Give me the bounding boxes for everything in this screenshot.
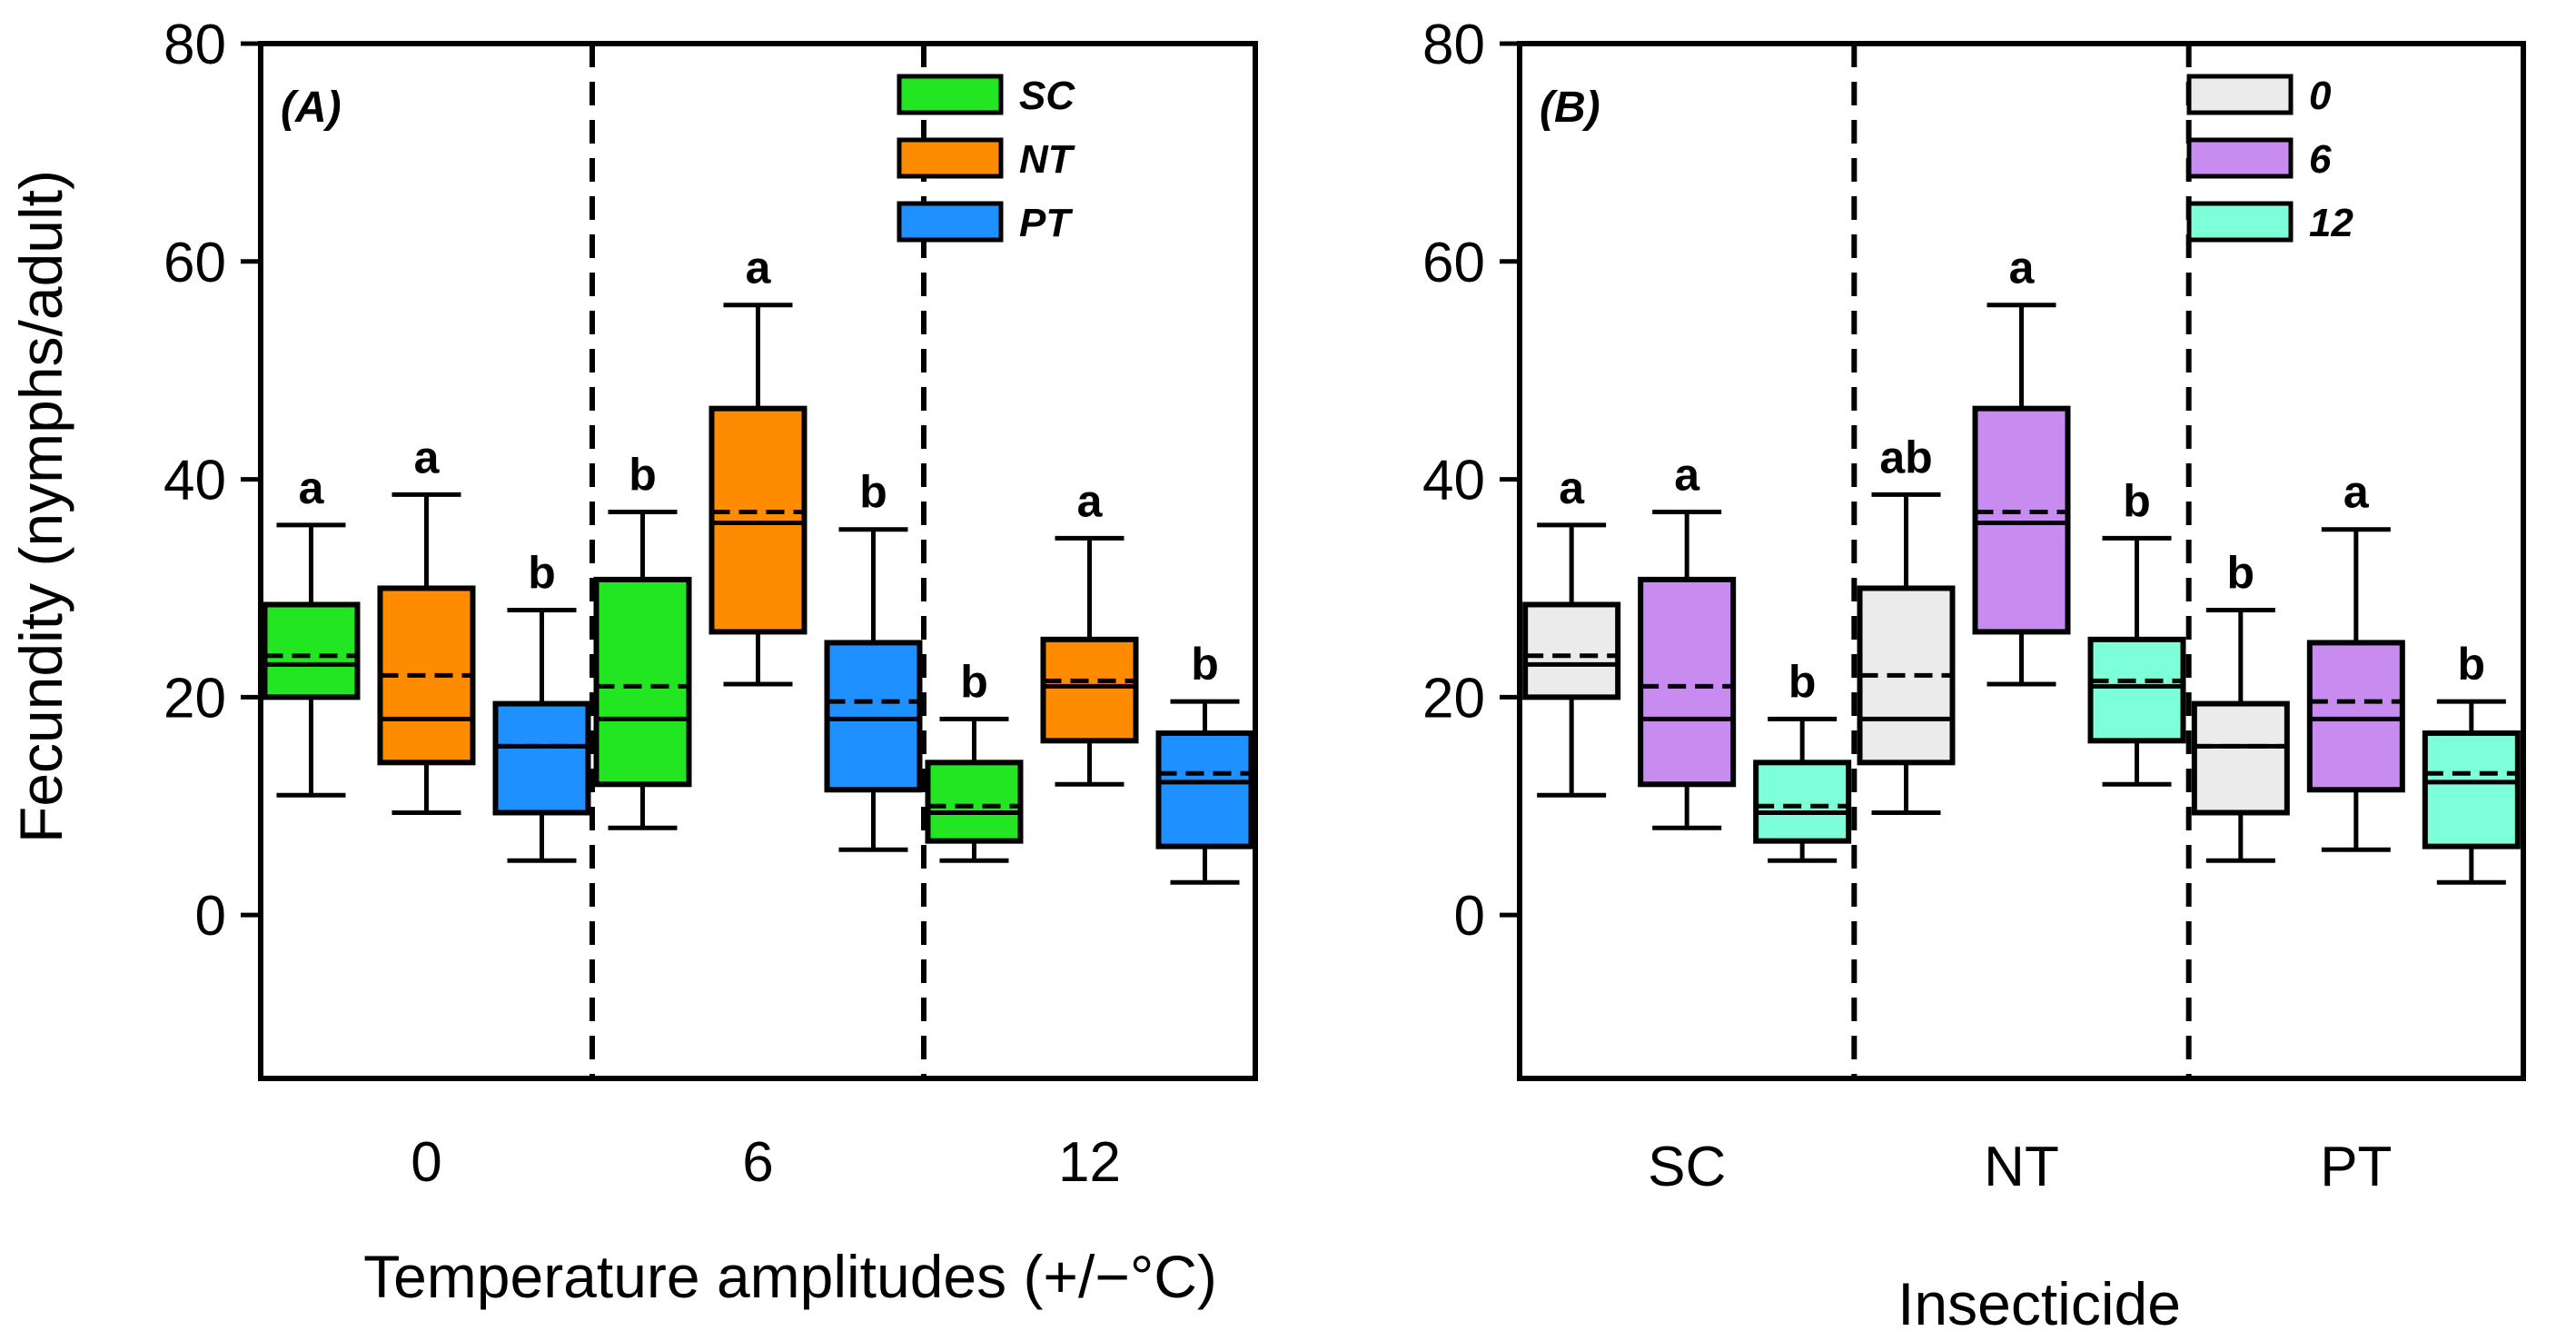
significance-letter: b (2458, 639, 2486, 690)
significance-letter: a (414, 432, 441, 482)
x-tick-label: 12 (1058, 1131, 1121, 1194)
y-tick-label: 80 (163, 14, 226, 76)
legend-swatch (2186, 74, 2294, 115)
legend-swatch (2186, 137, 2294, 179)
y-tick-label: 80 (1422, 14, 1485, 76)
box-PT-0: b (2191, 547, 2290, 863)
x-tick-label: NT (1984, 1136, 2059, 1198)
box-6-SC: b (593, 450, 692, 830)
x-tick-label: 0 (411, 1131, 441, 1194)
x-axis-title: Insecticide (1897, 1270, 2181, 1331)
legend: SC NT PT (897, 74, 1075, 245)
legend-label: 6 (2309, 137, 2332, 182)
box-NT-12: b (2087, 475, 2186, 787)
panel-label: (B) (1540, 84, 1600, 132)
significance-letter: a (1077, 475, 1104, 526)
iqr-box (925, 760, 1024, 844)
significance-letter: a (746, 243, 772, 293)
plot-frame (1517, 41, 2526, 1081)
y-tick-label: 40 (1422, 450, 1485, 512)
legend-swatch (897, 137, 1004, 179)
significance-letter: b (2123, 475, 2151, 526)
iqr-box (492, 700, 591, 816)
significance-letter: b (960, 656, 988, 707)
legend-swatch (2186, 201, 2294, 243)
y-tick-label: 20 (1422, 667, 1485, 730)
significance-letter: b (1191, 639, 1219, 690)
significance-letter: a (2343, 467, 2370, 518)
plot-frame (258, 41, 1258, 1081)
y-tick-label: 60 (163, 232, 226, 294)
iqr-box (1972, 405, 2071, 635)
iqr-box (1155, 730, 1254, 849)
box-NT-0: ab (1857, 432, 1956, 815)
legend-swatch (897, 74, 1004, 115)
significance-letter: a (1559, 462, 1585, 513)
significance-letter: ab (1879, 432, 1932, 482)
iqr-box (2087, 636, 2186, 744)
box-PT-6: a (2306, 467, 2405, 852)
legend: 0 6 12 (2186, 74, 2353, 245)
panel-a: 80 60 40 20 0 0 6 12 a a b b a b b a b (A) SC NT PT Temperatu… (7, 14, 1258, 1310)
iqr-box (262, 601, 361, 700)
significance-letter: a (299, 462, 325, 513)
box-12-SC: b (925, 656, 1024, 863)
box-SC-12: b (1753, 656, 1852, 863)
iqr-box (1040, 636, 1139, 744)
iqr-box (2191, 700, 2290, 816)
x-tick-label: SC (1648, 1136, 1726, 1198)
significance-letter: b (859, 467, 887, 518)
significance-letter: b (629, 450, 657, 501)
y-axis-title: Fecundity (nymphs/adult) (7, 170, 74, 843)
box-NT-6: a (1972, 243, 2071, 687)
significance-letter: b (1788, 656, 1817, 707)
legend-label: 0 (2309, 74, 2332, 118)
y-tick-label: 0 (195, 885, 226, 948)
box-0-NT: a (377, 432, 476, 815)
legend-label: 12 (2309, 201, 2353, 245)
panel-label: (A) (281, 84, 342, 132)
legend-label: SC (1019, 74, 1075, 118)
box-SC-0: a (1522, 462, 1621, 798)
significance-letter: a (2009, 243, 2036, 293)
x-tick-label: 6 (742, 1131, 773, 1194)
legend-swatch (897, 201, 1004, 243)
box-PT-12: b (2422, 639, 2521, 885)
y-tick-label: 20 (163, 667, 226, 730)
iqr-box (708, 405, 807, 635)
box-12-NT: a (1040, 475, 1139, 787)
y-tick-label: 60 (1422, 232, 1485, 294)
significance-letter: b (2227, 547, 2255, 598)
box-12-PT: b (1155, 639, 1254, 885)
box-6-PT: b (824, 467, 923, 852)
box-6-NT: a (708, 243, 807, 687)
box-0-SC: a (262, 462, 361, 798)
iqr-box (2306, 640, 2405, 793)
box-SC-6: a (1638, 450, 1737, 830)
iqr-box (824, 640, 923, 793)
legend-label: PT (1019, 201, 1073, 245)
y-tick-label: 40 (163, 450, 226, 512)
iqr-box (1753, 760, 1852, 844)
iqr-box (593, 576, 692, 788)
box-0-PT: b (492, 547, 591, 863)
iqr-box (2422, 730, 2521, 849)
legend-label: NT (1019, 137, 1075, 182)
significance-letter: b (528, 547, 556, 598)
y-tick-label: 0 (1454, 885, 1485, 948)
x-axis-title: Temperature amplitudes (+/−°C) (363, 1243, 1217, 1310)
significance-letter: a (1674, 450, 1700, 501)
x-tick-label: PT (2320, 1136, 2392, 1198)
iqr-box (1638, 576, 1737, 788)
iqr-box (1522, 601, 1621, 700)
